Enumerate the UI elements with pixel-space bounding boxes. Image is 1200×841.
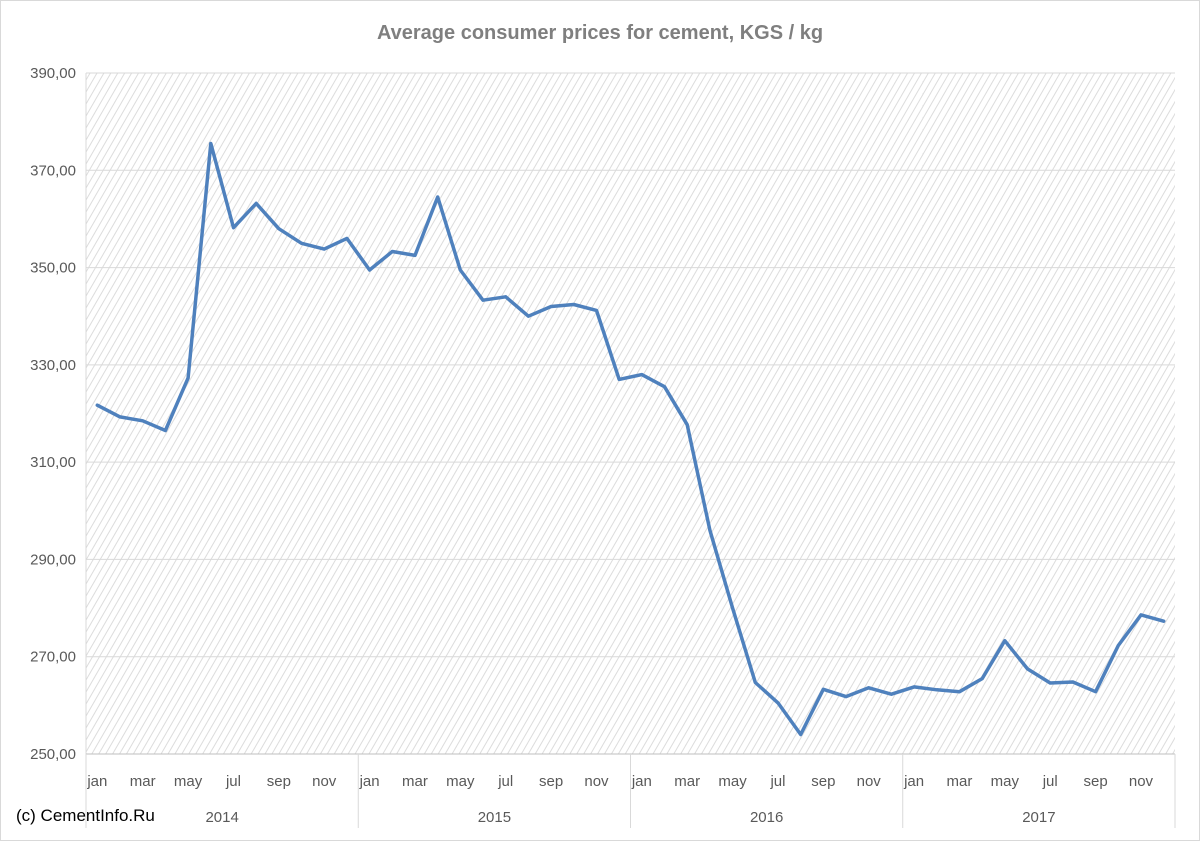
x-tick-label: jan	[631, 773, 652, 790]
year-label: 2015	[478, 809, 511, 826]
x-tick-label: jul	[497, 773, 513, 790]
x-tick-label: jan	[359, 773, 380, 790]
y-tick-label: 350,00	[30, 260, 76, 277]
year-label: 2016	[750, 809, 783, 826]
x-tick-label: sep	[267, 773, 291, 790]
y-tick-label: 250,00	[30, 746, 76, 763]
x-tick-label: mar	[674, 773, 700, 790]
x-tick-label: mar	[947, 773, 973, 790]
y-tick-label: 370,00	[30, 162, 76, 179]
x-tick-label: may	[718, 773, 747, 790]
y-tick-label: 270,00	[30, 649, 76, 666]
x-tick-label: jul	[1042, 773, 1058, 790]
x-tick-label: jul	[769, 773, 785, 790]
x-tick-label: sep	[539, 773, 563, 790]
x-tick-label: nov	[584, 773, 609, 790]
y-tick-label: 290,00	[30, 551, 76, 568]
x-tick-label: nov	[312, 773, 337, 790]
chart-title: Average consumer prices for cement, KGS …	[376, 22, 824, 44]
x-tick-label: nov	[857, 773, 882, 790]
x-tick-label: may	[991, 773, 1020, 790]
x-tick-label: sep	[811, 773, 835, 790]
x-tick-label: may	[174, 773, 203, 790]
x-tick-label: jan	[903, 773, 924, 790]
x-tick-label: mar	[130, 773, 156, 790]
series-line	[95, 141, 1166, 737]
y-tick-label: 310,00	[30, 454, 76, 471]
x-tick-label: jul	[225, 773, 241, 790]
x-tick-label: nov	[1129, 773, 1154, 790]
x-tick-label: jan	[86, 773, 107, 790]
x-tick-label: mar	[402, 773, 428, 790]
x-tick-label: sep	[1084, 773, 1108, 790]
credit-text: (c) CementInfo.Ru	[16, 806, 155, 825]
y-tick-label: 390,00	[30, 65, 76, 82]
year-label: 2014	[205, 809, 238, 826]
y-tick-label: 330,00	[30, 357, 76, 374]
year-label: 2017	[1022, 809, 1055, 826]
x-tick-label: may	[446, 773, 475, 790]
plot-area	[86, 73, 1175, 754]
